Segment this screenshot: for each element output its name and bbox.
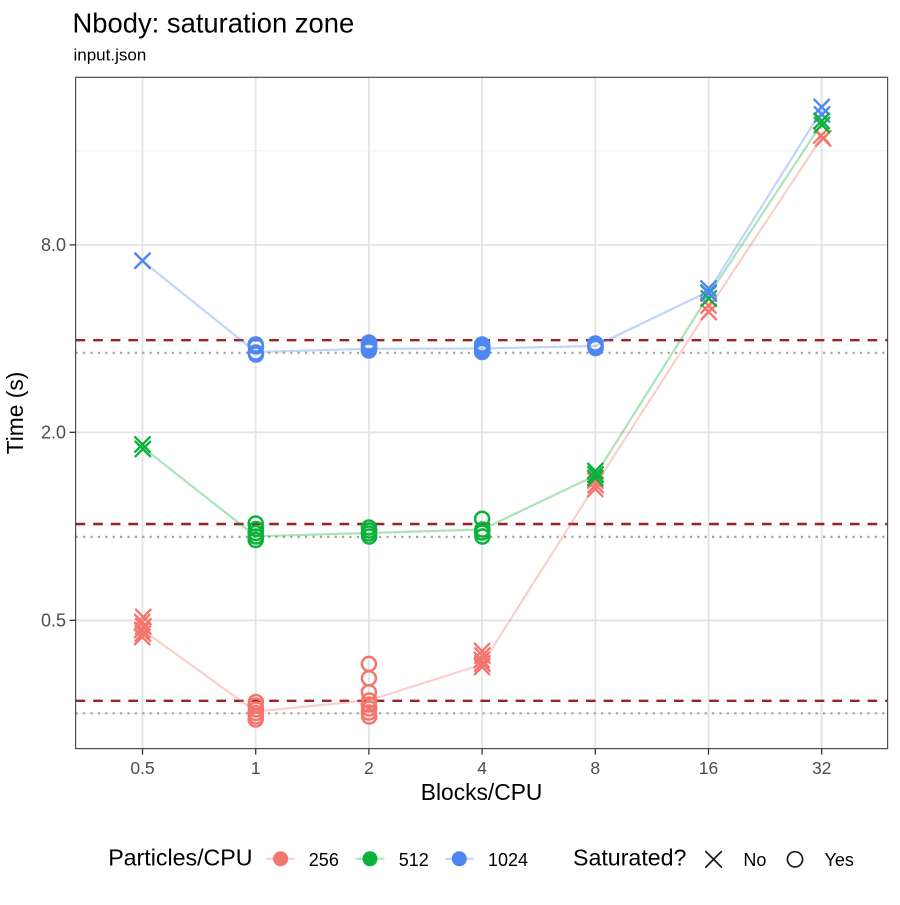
svg-text:32: 32 bbox=[812, 758, 831, 778]
svg-text:1: 1 bbox=[251, 758, 261, 778]
svg-text:Particles/CPU: Particles/CPU bbox=[108, 845, 252, 871]
svg-text:4: 4 bbox=[477, 758, 487, 778]
svg-text:Blocks/CPU: Blocks/CPU bbox=[421, 779, 543, 805]
svg-text:8: 8 bbox=[590, 758, 600, 778]
svg-text:Time (s): Time (s) bbox=[2, 372, 28, 455]
svg-text:2.0: 2.0 bbox=[41, 423, 66, 443]
svg-text:8.0: 8.0 bbox=[41, 235, 66, 255]
svg-text:input.json: input.json bbox=[74, 46, 147, 65]
svg-text:16: 16 bbox=[699, 758, 718, 778]
svg-text:512: 512 bbox=[399, 850, 429, 870]
svg-text:Yes: Yes bbox=[825, 850, 854, 870]
svg-text:Saturated?: Saturated? bbox=[573, 845, 687, 871]
svg-text:256: 256 bbox=[309, 850, 339, 870]
svg-text:0.5: 0.5 bbox=[41, 611, 66, 631]
svg-text:0.5: 0.5 bbox=[130, 758, 154, 778]
svg-text:1024: 1024 bbox=[488, 850, 528, 870]
svg-text:2: 2 bbox=[364, 758, 374, 778]
svg-text:Nbody: saturation zone: Nbody: saturation zone bbox=[73, 8, 355, 39]
svg-text:No: No bbox=[743, 850, 766, 870]
